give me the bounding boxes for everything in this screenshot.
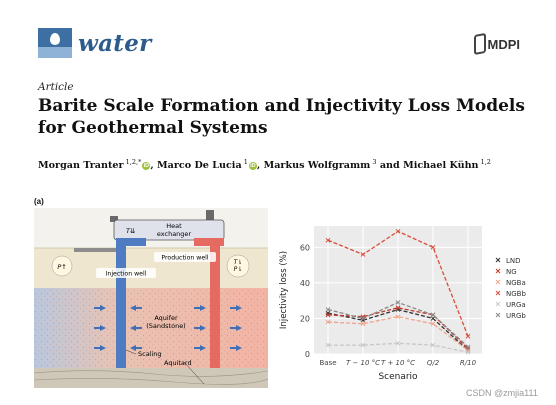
watermark: CSDN @zmjia111: [466, 388, 538, 398]
y-tick-label: 60: [300, 243, 310, 252]
data-point: [395, 340, 401, 346]
data-point: [325, 342, 331, 348]
data-point: [465, 333, 471, 339]
legend-marker: [495, 279, 501, 285]
production-well: [210, 240, 220, 368]
legend-marker: [495, 268, 501, 274]
orcid-icon[interactable]: iD: [248, 162, 257, 171]
x-tick-label: R/10: [460, 359, 477, 367]
y-tick-label: 0: [305, 350, 310, 359]
legend-marker: [495, 257, 501, 263]
data-point: [395, 228, 401, 234]
y-tick-label: 20: [300, 314, 310, 323]
series-urgb: [325, 300, 471, 350]
y-axis-label: Injectivity loss (%): [279, 251, 289, 329]
data-point: [360, 321, 366, 327]
data-point: [325, 319, 331, 325]
author-affiliation: 1,2,*: [123, 158, 142, 166]
legend-label: LND: [506, 257, 521, 265]
author-affiliation: 1,2: [478, 158, 491, 166]
data-point: [430, 312, 436, 318]
scaling-label: Scaling: [138, 350, 162, 358]
data-point: [395, 305, 401, 311]
legend-marker: [495, 301, 501, 307]
injection-well: [116, 240, 126, 368]
data-point: [360, 252, 366, 257]
orcid-icon[interactable]: iD: [142, 162, 151, 171]
data-point: [325, 237, 331, 243]
injection-pressure-state: P↑: [57, 263, 66, 271]
series-ngbb: [325, 228, 471, 339]
data-point: [325, 312, 331, 318]
legend-label: NGBb: [506, 290, 526, 298]
data-point: [430, 244, 436, 250]
data-point: [360, 316, 366, 321]
heat-exchanger-box: [113, 219, 225, 241]
heat-exchanger-state: T⇊: [126, 227, 136, 235]
x-tick-label: T − 10 °C: [346, 359, 380, 367]
publisher-name: MDPI: [487, 36, 521, 52]
figure-panel-label: (a): [34, 197, 44, 206]
series-line: [327, 316, 469, 351]
publisher-logo: MDPI: [474, 32, 521, 56]
data-point: [465, 344, 471, 350]
production-flow-arrows: [194, 305, 242, 351]
legend-label: URGa: [506, 301, 526, 309]
series-line: [328, 342, 469, 353]
author-name[interactable]: Michael Kühn: [403, 160, 479, 172]
data-point: [360, 317, 366, 323]
production-pressure-state: P⇂: [234, 266, 243, 273]
data-point: [395, 300, 401, 305]
series-ngba: [325, 314, 471, 353]
aquifer-label: Aquifer (Sandstone): [146, 314, 185, 330]
x-tick-label: Base: [319, 359, 336, 367]
author-name[interactable]: Marco De Lucia: [157, 160, 242, 172]
data-point: [465, 346, 471, 352]
data-point: [430, 316, 436, 321]
author-list: Morgan Tranter 1,2,*iD, Marco De Lucia 1…: [38, 158, 491, 172]
legend-label: URGb: [506, 312, 526, 320]
aquitard-label: Aquitard: [164, 359, 192, 367]
author-name[interactable]: Morgan Tranter: [38, 160, 124, 172]
injectivity-loss-chart: 0 20 40 60 Base T − 10 °C T + 10 °C Q/2 R/10 Scen…: [279, 226, 526, 382]
legend-label: NG: [506, 268, 517, 276]
legend-marker: [495, 312, 501, 318]
production-temperature-state: T⇂: [234, 259, 243, 266]
article-type: Article: [38, 81, 74, 93]
data-point: [430, 342, 436, 348]
y-tick-label: 40: [300, 279, 310, 288]
x-tick-label: T + 10 °C: [381, 359, 415, 367]
journal-logo: water: [38, 28, 152, 58]
author-affiliation: 3: [370, 158, 377, 166]
injection-flow-arrows: [94, 305, 142, 351]
series-urga: [325, 340, 471, 355]
legend-label: NGBa: [506, 279, 526, 287]
heat-exchanger-label: Heat exchanger: [157, 222, 192, 238]
injection-well-label: Injection well: [106, 271, 147, 278]
author-affiliation: 1: [241, 158, 248, 166]
x-axis-label: Scenario: [378, 372, 418, 382]
aquitard-layer: [34, 368, 268, 388]
data-point: [360, 342, 366, 348]
journal-name: water: [78, 29, 152, 57]
water-drop-logo-icon: [38, 28, 72, 58]
x-tick-label: Q/2: [427, 359, 440, 367]
data-point: [465, 349, 471, 355]
mdpi-logo-icon: [474, 32, 486, 56]
data-point: [430, 321, 436, 327]
legend-marker: [495, 290, 501, 296]
geothermal-system-diagram: T⇊ Heat exchanger Production well Injecti…: [34, 208, 268, 388]
author-name[interactable]: Markus Wolfgramm: [263, 160, 371, 172]
production-well-label: Production well: [161, 255, 208, 262]
article-title: Barite Scale Formation and Injectivity L…: [38, 96, 525, 138]
data-point: [325, 307, 331, 312]
data-point: [395, 314, 401, 320]
